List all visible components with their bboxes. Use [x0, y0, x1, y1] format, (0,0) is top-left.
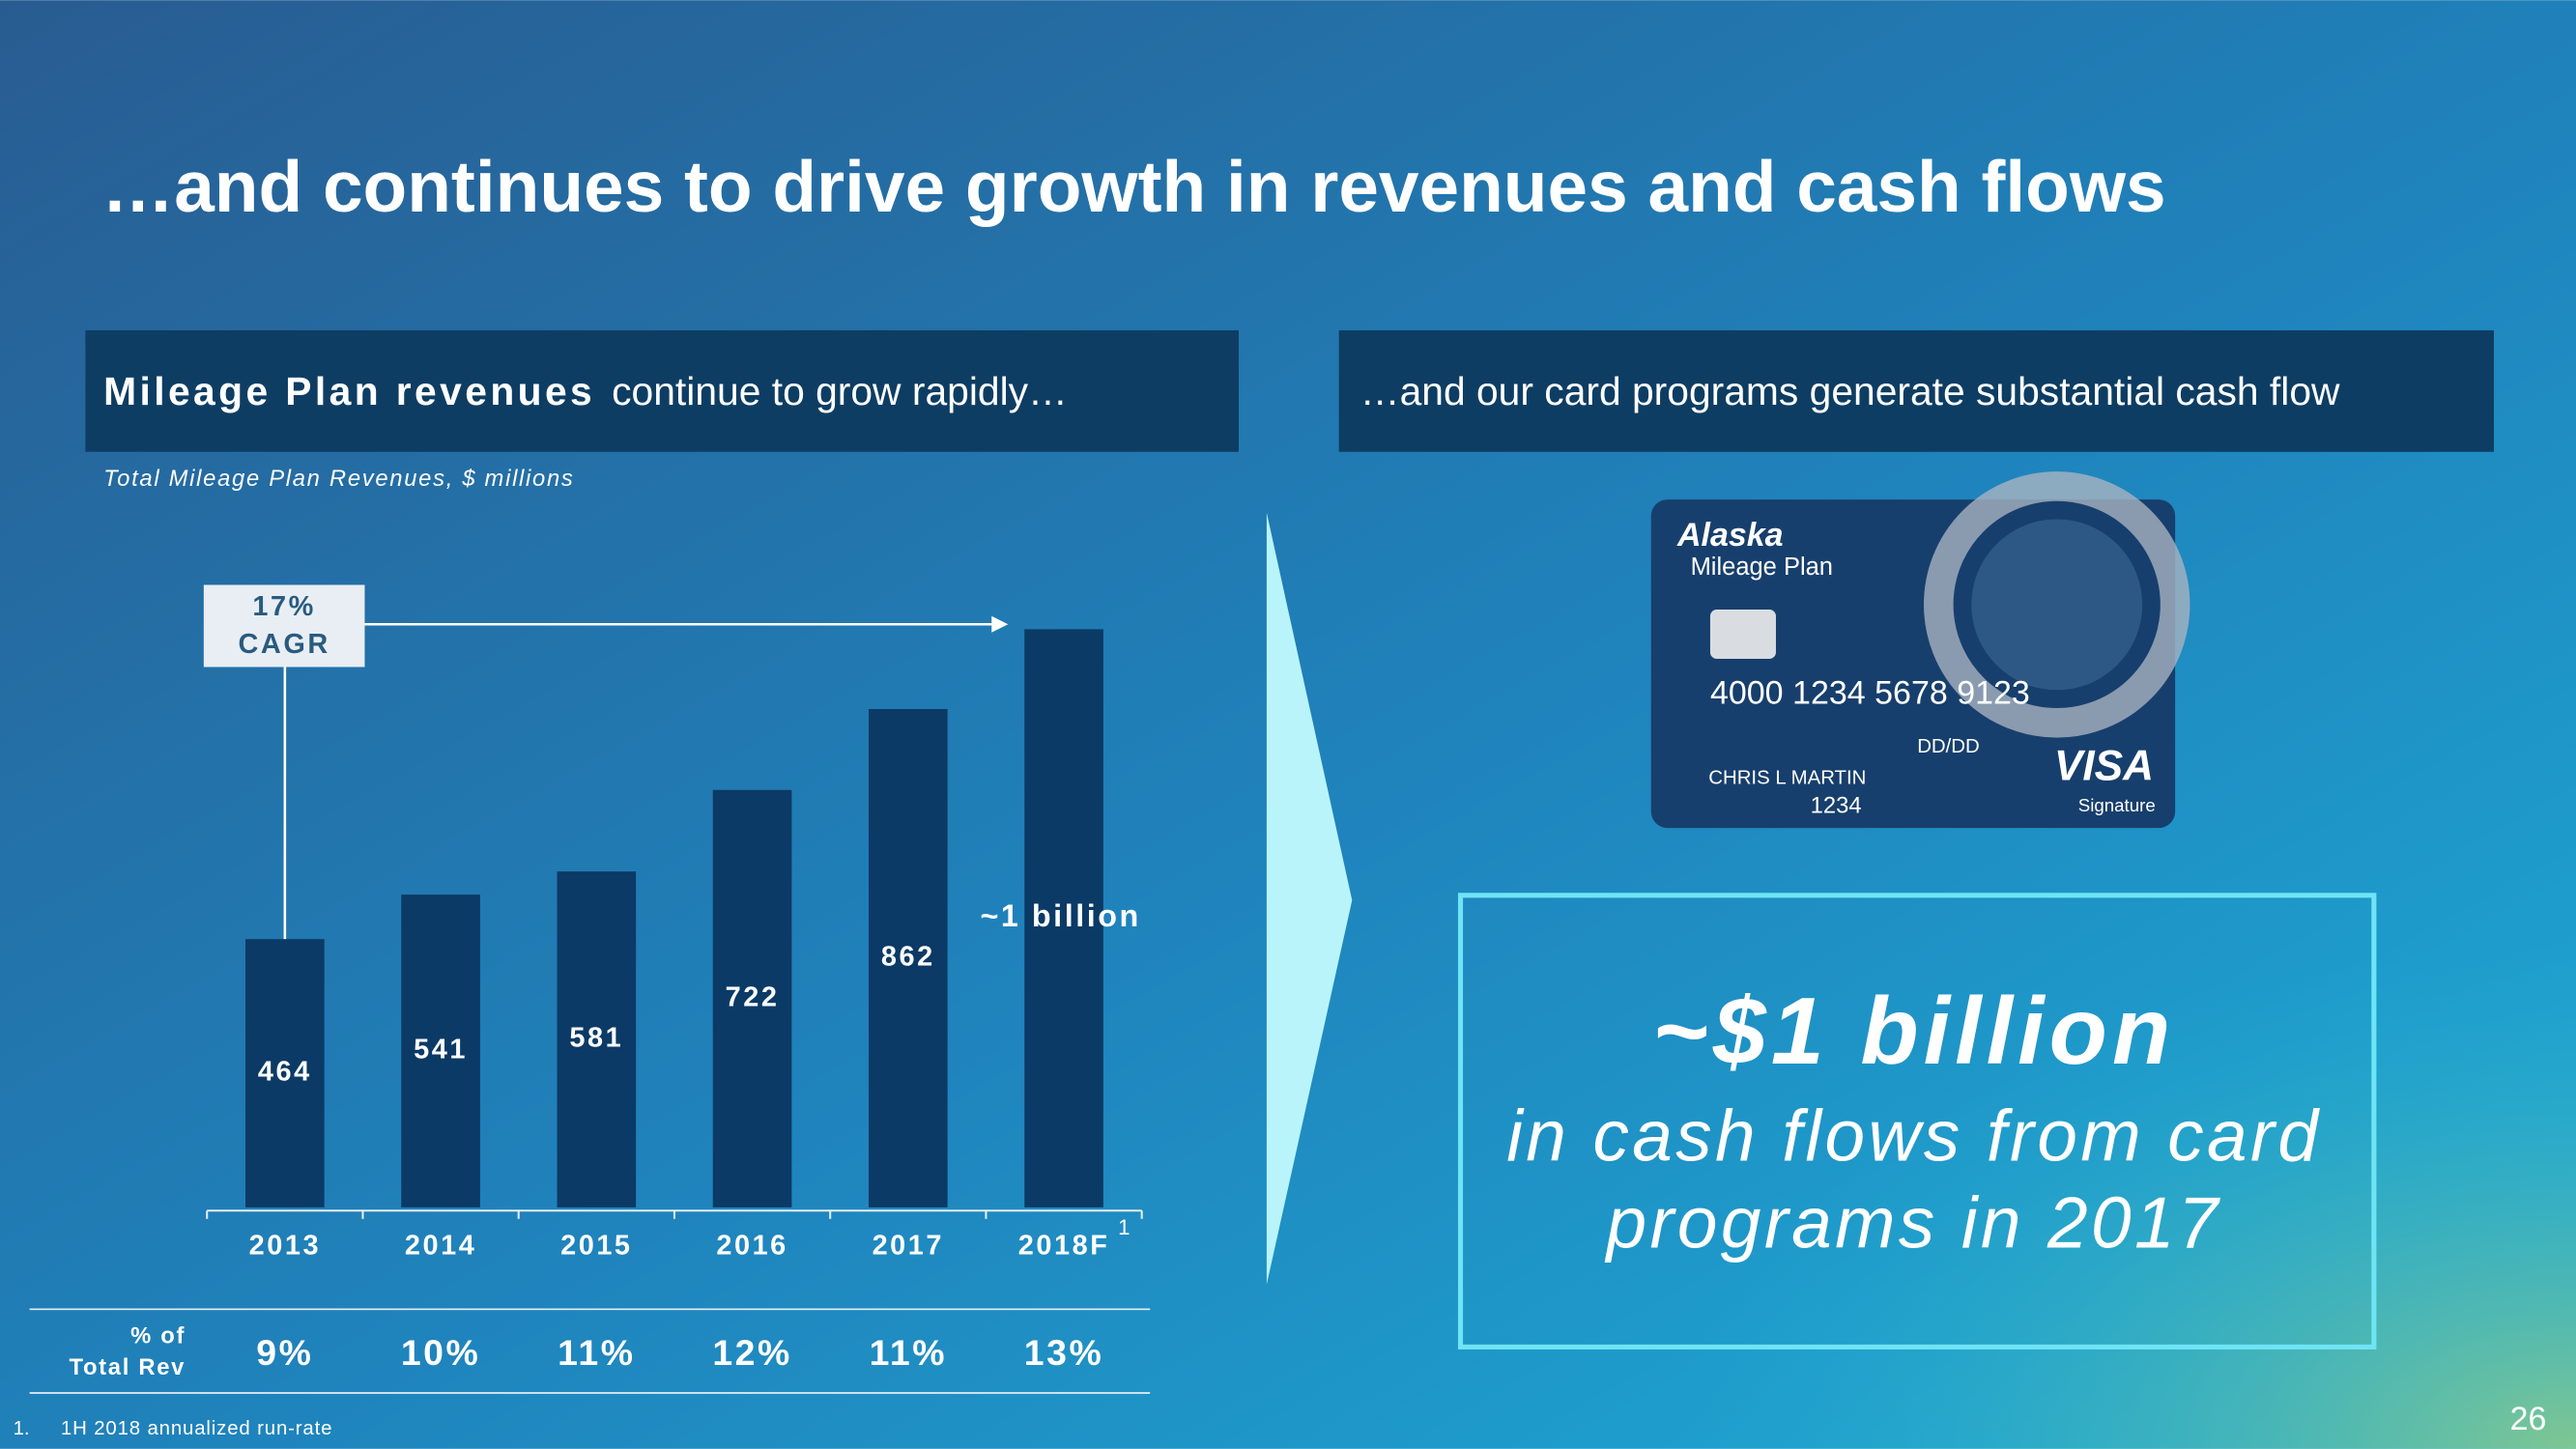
bar [245, 939, 325, 1208]
chart-subtitle: Total Mileage Plan Revenues, $ millions [103, 466, 574, 492]
bar [557, 871, 637, 1208]
share-label: % of [130, 1322, 186, 1349]
cagr-value: 17% [252, 591, 315, 622]
left-header-rest: continue to grow rapidly… [612, 369, 1068, 413]
footnote-marker: 1 [1118, 1215, 1130, 1239]
share-value: 11% [558, 1332, 635, 1373]
x-tick-label: 2016 [716, 1230, 787, 1261]
x-tick-label: 2017 [873, 1230, 944, 1261]
card-chip [1709, 609, 1776, 659]
left-header-box [85, 329, 1239, 452]
bar-value-label: 464 [258, 1057, 312, 1088]
bar-value-label: 722 [726, 981, 780, 1012]
card-holder: CHRIS L MARTIN [1708, 767, 1866, 788]
x-tick-label: 2015 [560, 1230, 632, 1261]
share-value: 11% [870, 1332, 947, 1373]
share-value: 13% [1024, 1332, 1104, 1373]
card-network: VISA [2054, 743, 2154, 790]
x-tick-label: 2018F [1018, 1230, 1110, 1261]
share-value: 9% [256, 1332, 313, 1373]
share-label: Total Rev [69, 1354, 186, 1380]
bar-value-label: 581 [569, 1023, 623, 1054]
card-tier: Signature [2078, 795, 2156, 815]
cagr-label: CAGR [239, 629, 330, 660]
card-logo-ring [1923, 471, 2190, 738]
share-value: 12% [712, 1332, 792, 1373]
cagr-box [203, 584, 365, 668]
left-header-bold: Mileage Plan revenues [103, 369, 595, 413]
bar [869, 708, 948, 1208]
credit-card: Alaska Mileage Plan 4000 1234 5678 9123 … [1650, 471, 2190, 829]
chevron [1266, 512, 1353, 1285]
callout-line: in cash flows from card [1506, 1095, 2321, 1177]
right-header: …and our card programs generate substant… [1360, 369, 2340, 413]
callout-line: programs in 2017 [1605, 1182, 2222, 1264]
bar-chart: 464 2013 9% 541 2014 10% 581 2015 11% 722 2016 12% 8… [29, 584, 1151, 1394]
page-number: 26 [2510, 1401, 2547, 1437]
bar [401, 895, 480, 1208]
bar-value-label: 541 [414, 1035, 468, 1065]
cagr-arrowhead [991, 615, 1009, 633]
bar [1024, 629, 1103, 1208]
bar [712, 789, 792, 1208]
card-logo [1971, 519, 2143, 691]
slide-title: …and continues to drive growth in revenu… [101, 146, 2165, 227]
card-program: Mileage Plan [1691, 554, 1833, 581]
x-tick-label: 2014 [405, 1230, 476, 1261]
left-header: Mileage Plan revenues continue to grow ra… [103, 369, 1068, 413]
card-expiry: DD/DD [1917, 736, 1980, 757]
card-number: 4000 1234 5678 9123 [1710, 674, 2030, 711]
callout-box [1457, 893, 2377, 1350]
x-tick-label: 2013 [249, 1230, 321, 1261]
bar-value-label: ~1 billion [980, 898, 1140, 933]
right-header-box [1338, 329, 2494, 452]
share-value: 10% [401, 1332, 480, 1373]
card-code: 1234 [1811, 792, 1862, 818]
card-brand: Alaska [1676, 517, 1784, 554]
bar-value-label: 862 [881, 942, 935, 973]
footnote-text: 1H 2018 annualized run-rate [61, 1418, 332, 1439]
footnote-number: 1. [14, 1418, 30, 1439]
callout-headline: ~$1 billion [1652, 978, 2175, 1084]
